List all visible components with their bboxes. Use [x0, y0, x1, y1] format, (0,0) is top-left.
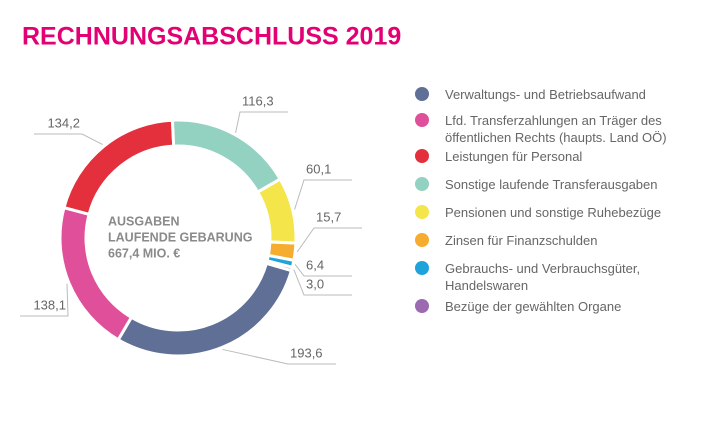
legend-swatch — [415, 149, 429, 163]
data-label: 60,1 — [306, 161, 331, 176]
legend-swatch — [415, 261, 429, 275]
legend-label: Gebrauchs- und Verbrauchsgüter, Handelsw… — [445, 261, 641, 293]
legend-label: Bezüge der gewählten Organe — [445, 299, 622, 314]
data-label: 134,2 — [47, 115, 80, 130]
data-label: 116,3 — [242, 93, 274, 108]
leader-line — [293, 269, 352, 296]
leader-line — [235, 111, 288, 133]
legend-label: Leistungen für Personal — [445, 149, 583, 164]
center-label: 667,4 MIO. € — [108, 246, 180, 260]
chart-title: RECHNUNGSABSCHLUSS 2019 — [22, 23, 401, 51]
leader-line — [296, 227, 362, 253]
legend-swatch — [415, 177, 429, 191]
data-label: 138,1 — [33, 297, 66, 312]
donut-segment — [264, 259, 295, 273]
donut-segment — [116, 261, 294, 358]
legend-swatch — [415, 299, 429, 313]
legend-label: Verwaltungs- und Betriebsaufwand — [445, 87, 646, 102]
legend-swatch — [415, 205, 429, 219]
legend-label: Lfd. Transferzahlungen an Träger des öff… — [445, 113, 667, 145]
leader-line — [20, 283, 69, 317]
data-label: 15,7 — [316, 209, 341, 224]
center-label: AUSGABEN — [108, 214, 180, 228]
legend-label: Zinsen für Finanzschulden — [445, 233, 598, 248]
legend-label: Sonstige laufende Transferausgaben — [445, 177, 658, 192]
center-label: LAUFENDE GEBARUNG — [108, 230, 252, 244]
data-label: 6,4 — [306, 257, 324, 272]
leader-line — [294, 263, 352, 277]
legend-swatch — [415, 87, 429, 101]
legend-swatch — [415, 233, 429, 247]
donut-segment — [255, 177, 298, 245]
leader-line — [294, 179, 352, 210]
leader-line — [34, 133, 103, 146]
donut-segment — [170, 118, 283, 195]
data-label: 3,0 — [306, 276, 324, 291]
data-label: 193,6 — [290, 345, 323, 360]
legend-swatch — [415, 113, 429, 127]
leader-line — [222, 348, 336, 365]
legend-label: Pensionen und sonstige Ruhebezüge — [445, 205, 662, 220]
